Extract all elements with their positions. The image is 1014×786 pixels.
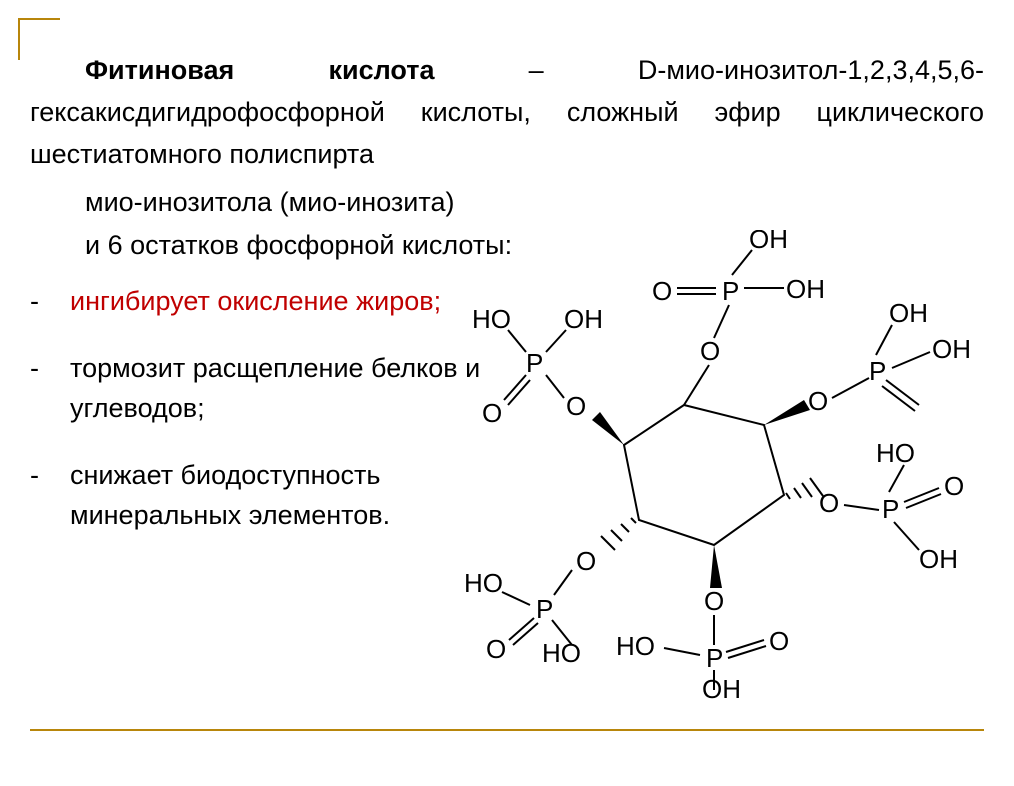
svg-text:P: P xyxy=(722,276,739,306)
svg-text:OH: OH xyxy=(889,298,928,328)
bullet-item: тормозит расщепление белков и углеводов; xyxy=(30,348,500,429)
svg-text:P: P xyxy=(536,594,553,624)
svg-text:P: P xyxy=(526,348,543,378)
svg-text:O: O xyxy=(486,634,506,664)
svg-text:HO: HO xyxy=(542,638,581,668)
bullet-item: снижает биодоступность минеральных элеме… xyxy=(30,455,500,536)
svg-text:OH: OH xyxy=(919,544,958,574)
svg-text:O: O xyxy=(566,391,586,421)
svg-text:HO: HO xyxy=(464,568,503,598)
svg-text:P: P xyxy=(882,494,899,524)
phytic-acid-structure: O P O OH OH O P OH OH O P xyxy=(464,230,984,700)
svg-text:OH: OH xyxy=(702,674,741,700)
svg-text:HO: HO xyxy=(472,304,511,334)
svg-text:OH: OH xyxy=(564,304,603,334)
svg-text:O: O xyxy=(819,488,839,518)
svg-text:P: P xyxy=(706,643,723,673)
svg-text:O: O xyxy=(482,398,502,428)
bottom-rule xyxy=(30,729,984,731)
bullet-text: тормозит расщепление белков и углеводов; xyxy=(70,353,480,424)
svg-text:O: O xyxy=(652,276,672,306)
sub-line-1: мио-инозитола (мио-инозита) xyxy=(85,182,984,224)
corner-decoration xyxy=(18,18,60,60)
svg-text:O: O xyxy=(700,336,720,366)
svg-text:P: P xyxy=(869,356,886,386)
svg-text:HO: HO xyxy=(616,631,655,661)
svg-text:HO: HO xyxy=(876,438,915,468)
bullet-item: ингибирует окисление жиров; xyxy=(30,281,500,322)
svg-text:OH: OH xyxy=(932,334,971,364)
term: Фитиновая кислота xyxy=(85,55,434,85)
svg-text:O: O xyxy=(769,626,789,656)
svg-text:O: O xyxy=(944,471,964,501)
svg-text:OH: OH xyxy=(786,274,825,304)
svg-text:OH: OH xyxy=(749,230,788,254)
bullet-text: снижает биодоступность минеральных элеме… xyxy=(70,460,390,531)
svg-text:O: O xyxy=(704,586,724,616)
slide: Фитиновая кислота – D-мио-инозитол-1,2,3… xyxy=(0,0,1014,786)
svg-text:O: O xyxy=(808,386,828,416)
svg-text:O: O xyxy=(576,546,596,576)
bullet-text-highlight: ингибирует окисление жиров; xyxy=(70,286,441,316)
definition-paragraph: Фитиновая кислота – D-мио-инозитол-1,2,3… xyxy=(30,50,984,176)
